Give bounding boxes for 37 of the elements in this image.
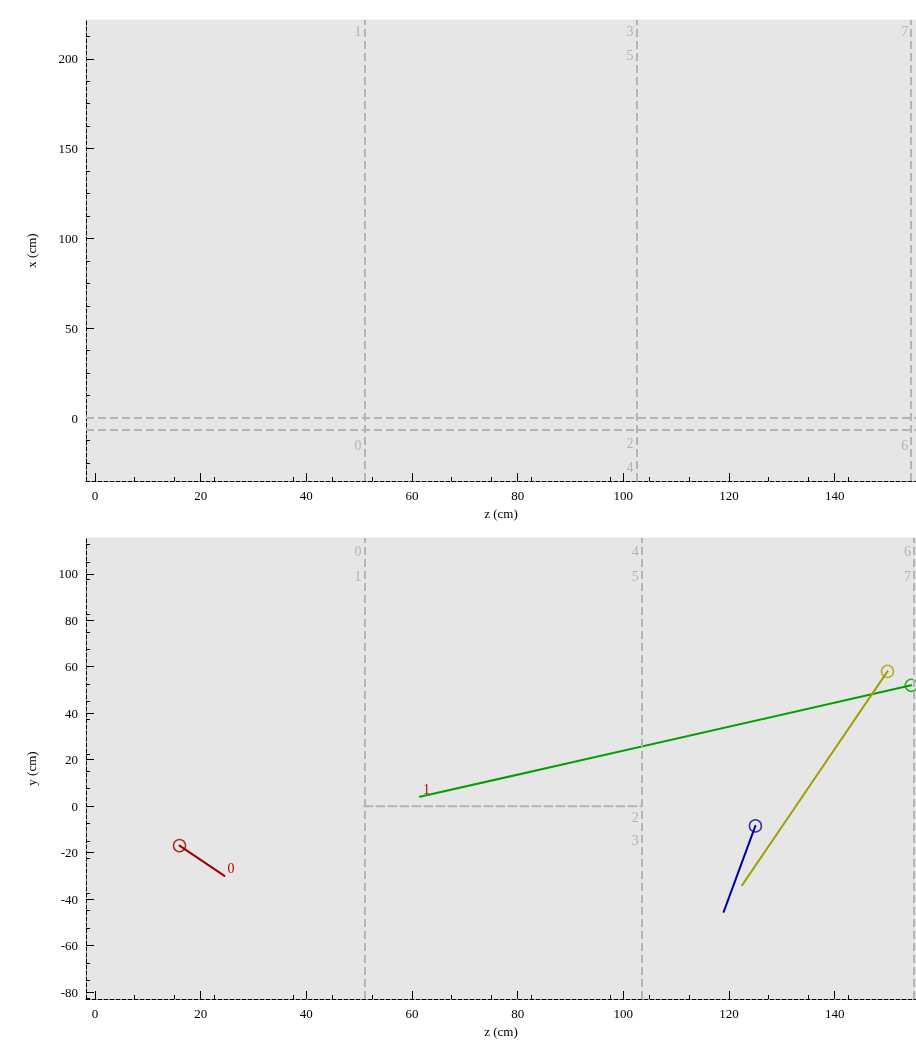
x-tick-label: 0 (91, 488, 99, 503)
x-axis-title: z (cm) (484, 505, 518, 521)
y-tick-label: 60 (65, 659, 78, 675)
y-tick-label: 150 (58, 141, 78, 157)
y-tick-label: 0 (71, 410, 78, 426)
x-tick-label: 60 (405, 1006, 419, 1021)
x-tick-label: 20 (194, 488, 208, 503)
y-tick-label: 200 (58, 51, 78, 67)
y-tick-label: -40 (60, 891, 78, 907)
x-tick-label: 120 (719, 1006, 739, 1021)
x-tick-label: 100 (613, 488, 634, 503)
y-tick-label: 80 (65, 612, 78, 628)
y-axis-title: y (cm) (24, 751, 39, 786)
y-tick-label: 40 (65, 705, 78, 721)
x-tick-label: 100 (613, 1006, 634, 1021)
x-tick-label: 40 (299, 488, 313, 503)
x-tick-label: 40 (299, 1006, 313, 1021)
annotation: 0 (227, 861, 235, 877)
x-tick-label: 20 (194, 1006, 208, 1021)
y-tick-label: 50 (65, 320, 78, 336)
x-tick-label: 140 (824, 1006, 845, 1021)
y-tick-label: 100 (58, 230, 78, 246)
y-axis-title: x (cm) (24, 233, 39, 268)
x-tick-label: 80 (511, 1006, 525, 1021)
x-tick-label: 140 (824, 488, 845, 503)
y-tick-label: 20 (65, 752, 78, 768)
y-tick-label: -60 (60, 938, 78, 954)
y-tick-label: 100 (58, 566, 78, 582)
x-axis-title: z (cm) (484, 1023, 518, 1039)
x-tick-label: 60 (405, 488, 419, 503)
y-tick-label: -20 (60, 845, 78, 861)
x-tick-label: 120 (719, 488, 739, 503)
y-tick-label: -80 (60, 984, 78, 1000)
x-tick-label: 0 (91, 1006, 99, 1021)
x-tick-label: 80 (511, 488, 525, 503)
annotation: 1 (422, 782, 430, 798)
y-tick-label: 0 (71, 798, 78, 814)
